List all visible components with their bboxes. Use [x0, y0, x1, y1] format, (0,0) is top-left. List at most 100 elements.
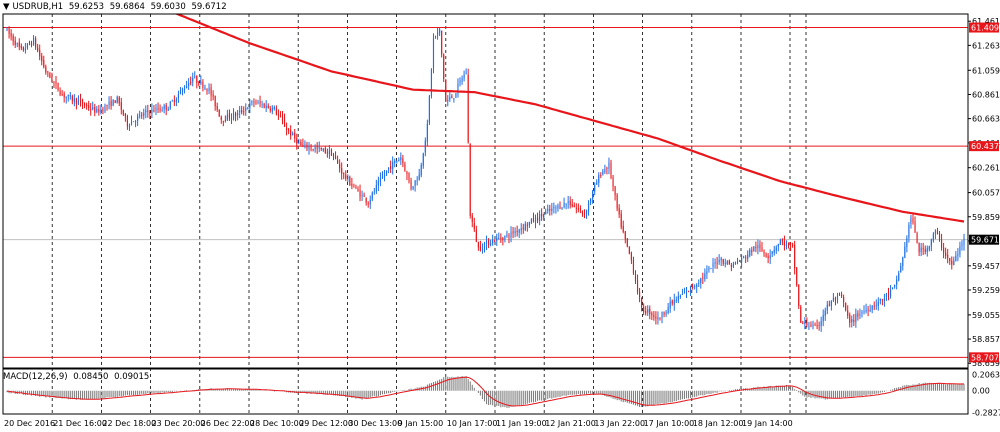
level-tag-label: 58.7074: [971, 353, 1000, 362]
candle-body: [547, 209, 549, 211]
candle-body: [206, 88, 208, 91]
price-label: 60.0570: [972, 189, 1000, 198]
current-price-tag-label: 59.6712: [971, 236, 1000, 245]
candle-body: [820, 321, 822, 326]
close-value: 59.6712: [191, 2, 227, 12]
candle-body: [853, 319, 855, 322]
candle-body: [692, 286, 694, 288]
candle-body: [263, 104, 265, 108]
candle-body: [290, 130, 292, 136]
candle-body: [349, 176, 351, 185]
candle-body: [922, 248, 924, 250]
candle-body: [836, 295, 839, 300]
candle-body: [906, 238, 908, 247]
candle-body: [769, 255, 771, 259]
candle-body: [286, 127, 288, 130]
candle-body: [271, 107, 273, 112]
candle-body: [173, 100, 175, 103]
candle-body: [169, 101, 171, 109]
candle-body: [871, 305, 873, 310]
candle-body: [789, 243, 792, 246]
candle-body: [579, 208, 581, 211]
candle-body: [594, 184, 596, 192]
candle-body: [700, 278, 702, 283]
candle-body: [353, 186, 355, 188]
candle-body: [400, 157, 402, 161]
candle-body: [434, 35, 437, 37]
candle-body: [943, 247, 945, 253]
candle-body: [828, 304, 830, 306]
candle-body: [177, 94, 180, 99]
candle-body: [849, 314, 851, 323]
candle-body: [222, 120, 224, 122]
candle-body: [553, 206, 555, 209]
candle-body: [132, 121, 135, 123]
candle-body: [157, 107, 159, 110]
candle-body: [404, 164, 406, 172]
candle-body: [320, 147, 322, 150]
candle-body: [218, 109, 220, 117]
candle-body: [953, 260, 955, 266]
candle-body: [186, 86, 188, 89]
candle-body: [702, 277, 704, 279]
candle-body: [522, 227, 524, 229]
candle-body: [392, 161, 394, 169]
candle-body: [426, 123, 428, 142]
candle-body: [808, 325, 810, 327]
candle-body: [747, 254, 749, 259]
candle-body: [669, 301, 671, 309]
candle-body: [45, 66, 47, 73]
macd-panel-frame: [2, 368, 969, 415]
candle-body: [920, 247, 922, 253]
candle-body: [520, 228, 522, 231]
time-label: 12 Jan 21:00: [545, 419, 596, 428]
time-label: 10 Jan 17:00: [447, 419, 498, 428]
candle-body: [900, 266, 902, 273]
candle-body: [455, 93, 457, 98]
candle-body: [610, 162, 612, 178]
candle-body: [259, 101, 261, 104]
candle-body: [645, 311, 647, 314]
candle-body: [14, 40, 16, 46]
candle-body: [106, 105, 108, 106]
candle-body: [73, 98, 75, 102]
candle-body: [381, 176, 384, 178]
candle-body: [98, 109, 100, 113]
candle-body: [706, 271, 708, 274]
candle-body: [551, 208, 553, 211]
candle-body: [53, 81, 55, 83]
candle-body: [418, 174, 420, 181]
price-label: 61.2630: [972, 41, 1000, 50]
candle-body: [873, 305, 875, 307]
price-label: 59.0550: [972, 311, 1000, 320]
candle-body: [651, 313, 653, 316]
candle-body: [430, 69, 433, 96]
collapse-arrow-icon[interactable]: ▼: [3, 2, 10, 12]
candle-body: [18, 42, 20, 47]
candle-body: [498, 237, 500, 239]
candle-body: [585, 210, 588, 214]
macd-info-bar: MACD(12,26,9) 0.08450 0.09015: [3, 372, 152, 382]
candle-body: [875, 305, 877, 307]
candle-body: [722, 259, 724, 264]
candle-body: [561, 207, 563, 209]
candle-body: [626, 238, 628, 247]
candle-body: [475, 229, 477, 242]
candle-body: [314, 147, 316, 150]
candle-body: [112, 99, 114, 106]
price-label: 58.6590: [972, 359, 1000, 368]
candle-body: [149, 112, 151, 114]
candle-body: [383, 174, 386, 177]
candle-body: [781, 239, 783, 242]
candle-body: [394, 160, 396, 164]
candle-body: [181, 88, 184, 92]
candle-body: [332, 154, 335, 157]
candle-body: [143, 112, 145, 116]
candle-body: [804, 322, 806, 325]
candle-body: [6, 28, 8, 30]
candle-body: [379, 178, 382, 182]
candle-body: [416, 180, 418, 182]
candle-body: [469, 143, 471, 216]
